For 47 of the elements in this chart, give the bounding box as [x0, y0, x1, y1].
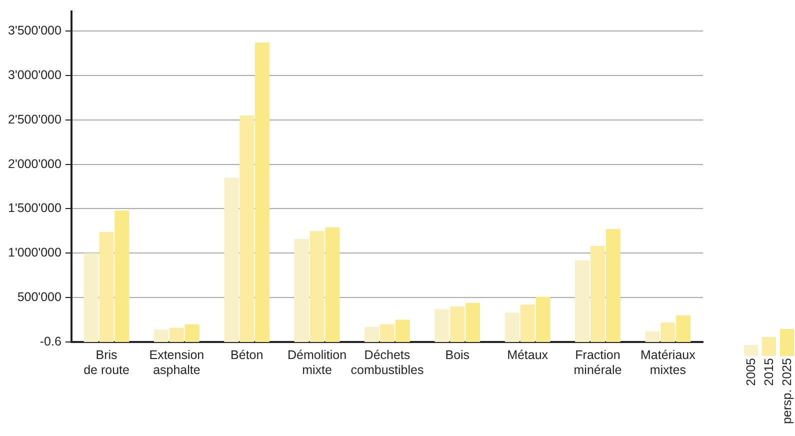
y-tick-label: 500'000 — [17, 290, 62, 304]
bar — [645, 331, 660, 342]
legend-label: 2015 — [762, 358, 776, 386]
x-tick-label: Extension asphalte — [149, 348, 204, 377]
bar — [450, 306, 465, 342]
bar — [255, 42, 270, 342]
x-tick-label: Béton — [230, 348, 264, 362]
bar — [380, 324, 394, 342]
y-tick-label: 2'000'000 — [8, 156, 62, 171]
y-tick-label: 3'000'000 — [8, 68, 62, 82]
bar — [466, 302, 480, 342]
x-tick-label: Métaux — [507, 348, 549, 362]
bar — [575, 260, 590, 342]
bar — [169, 328, 184, 342]
x-tick-label: Bris de route — [84, 348, 130, 377]
x-tick-label: Démolition mixte — [288, 348, 347, 377]
legend-label: 2005 — [744, 358, 758, 386]
bar — [310, 230, 324, 342]
bar — [184, 324, 200, 342]
bar — [395, 320, 410, 342]
bar — [114, 210, 130, 342]
bar — [676, 315, 691, 342]
y-tick-label: -0.6 — [40, 334, 62, 348]
x-tick-label: Matériaux mixtes — [640, 348, 696, 377]
y-tick-label: 1'000'000 — [8, 246, 62, 260]
bar — [240, 115, 254, 342]
x-tick-label: Déchets combustibles — [350, 348, 424, 377]
bar — [294, 238, 309, 342]
legend-label: persp. 2025 — [780, 358, 794, 424]
bar — [606, 229, 620, 342]
bar — [99, 232, 114, 342]
bar — [84, 253, 98, 342]
bar — [434, 309, 450, 342]
bar — [504, 312, 520, 342]
bar — [590, 246, 605, 342]
bar — [224, 178, 239, 342]
bar — [154, 330, 169, 342]
x-tick-label: Fraction minérale — [574, 348, 622, 377]
x-tick-label: Bois — [445, 348, 470, 362]
bar — [660, 322, 676, 342]
bar — [325, 227, 340, 342]
y-tick-label: 3'500'000 — [8, 24, 62, 38]
bar — [520, 304, 535, 342]
y-tick-label: 2'500'000 — [8, 112, 62, 126]
y-tick-label: 1'500'000 — [8, 201, 62, 216]
bar — [364, 326, 380, 342]
bar — [536, 296, 550, 342]
